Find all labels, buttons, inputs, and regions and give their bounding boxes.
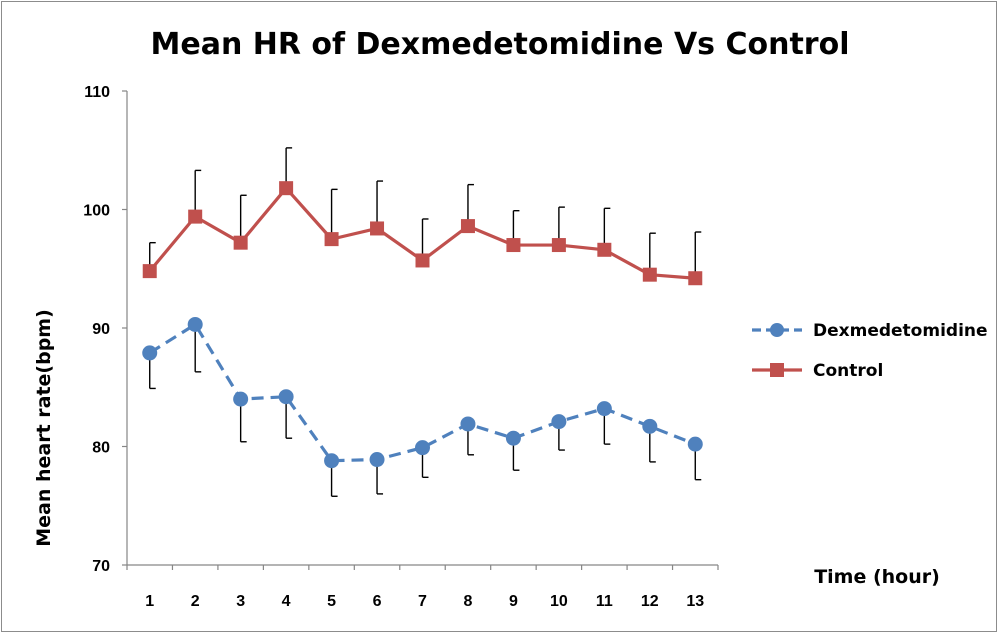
- control-legend-label: Control: [813, 361, 883, 381]
- dexmedetomidine-point: [233, 391, 249, 407]
- dexmedetomidine-point: [642, 418, 658, 434]
- control-point: [142, 264, 157, 279]
- control-point: [279, 181, 294, 196]
- dexmedetomidine-point: [551, 414, 567, 430]
- x-tick-label: 1: [145, 593, 154, 610]
- x-axis-title: Time (hour): [814, 566, 940, 588]
- control-point: [688, 271, 703, 286]
- dexmedetomidine-point: [505, 430, 521, 446]
- dexmedetomidine-point: [324, 453, 340, 469]
- dexmedetomidine-point: [415, 440, 430, 456]
- chart-title: Mean HR of Dexmedetomidine Vs Control: [151, 27, 850, 62]
- x-tick-label: 4: [282, 593, 291, 610]
- legend: Dexmedetomidine Control: [752, 321, 988, 381]
- dexmedetomidine-point: [278, 389, 294, 405]
- dexmedetomidine-legend-marker: [770, 323, 784, 337]
- dexmedetomidine-point: [460, 416, 476, 432]
- x-tick-label: 12: [641, 593, 659, 610]
- dexmedetomidine-point: [142, 345, 158, 361]
- x-tick-label: 10: [550, 593, 568, 610]
- x-tick-label: 9: [509, 593, 518, 610]
- y-tick-label: 70: [92, 558, 110, 575]
- dexmedetomidine-point: [369, 452, 385, 468]
- control-point: [551, 238, 566, 253]
- dexmedetomidine-point: [687, 436, 703, 452]
- dexmedetomidine-legend-label: Dexmedetomidine: [813, 321, 988, 341]
- control-point: [460, 219, 475, 234]
- dexmedetomidine-point: [596, 401, 612, 417]
- control-point: [506, 238, 521, 253]
- control-point: [370, 221, 385, 236]
- control-legend-marker: [770, 363, 784, 377]
- control-point: [233, 235, 248, 250]
- y-tick-label: 100: [83, 203, 110, 220]
- x-tick-label: 8: [464, 593, 473, 610]
- x-tick-label: 11: [596, 593, 613, 610]
- x-tick-label: 7: [418, 593, 427, 610]
- y-axis-title: Mean heart rate(bpm): [33, 309, 55, 547]
- control-point: [415, 253, 430, 268]
- control-point: [324, 232, 339, 247]
- y-tick-label: 80: [92, 440, 110, 457]
- control-point: [597, 242, 612, 257]
- y-tick-label: 110: [84, 84, 110, 101]
- plot-area: [142, 147, 703, 497]
- control-point: [642, 267, 657, 282]
- x-tick-label: 13: [686, 593, 704, 610]
- x-tick-label: 5: [327, 593, 336, 610]
- y-tick-label: 90: [92, 321, 110, 338]
- control-point: [188, 209, 203, 224]
- x-tick-label: 6: [373, 593, 382, 610]
- dexmedetomidine-point: [187, 316, 203, 332]
- x-tick-label: 2: [191, 593, 200, 610]
- x-tick-label: 3: [236, 593, 245, 610]
